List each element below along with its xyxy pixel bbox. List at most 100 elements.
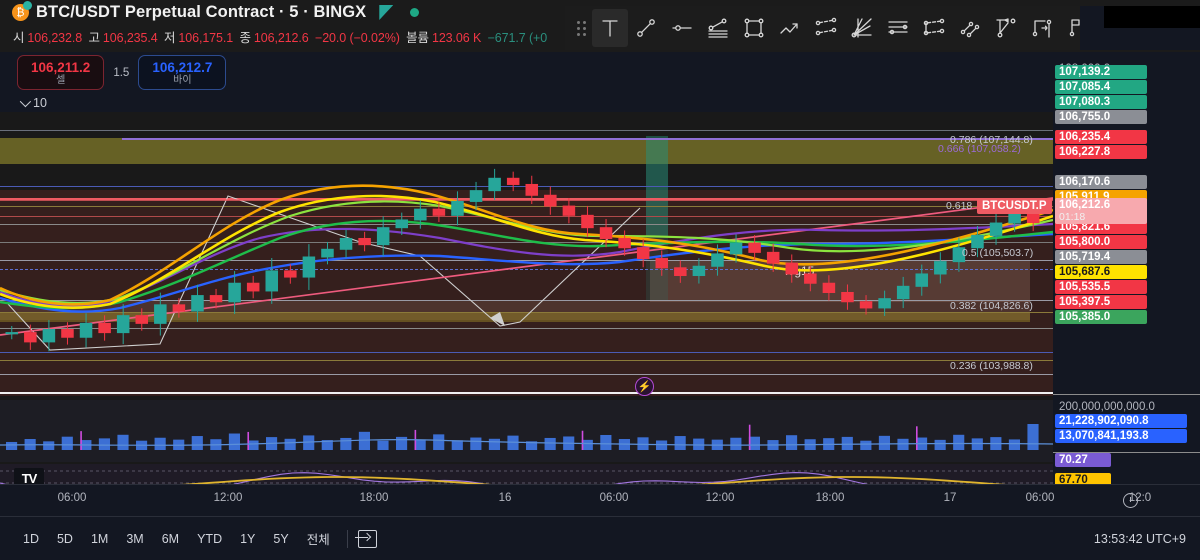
pane-separator [0, 392, 1053, 394]
fib-label-05: 0.5 (105,503.7) [962, 247, 1034, 259]
chevron-down-icon[interactable] [19, 95, 32, 108]
rectangle-tool-icon[interactable] [736, 9, 772, 47]
fib-fan-tool-icon[interactable] [844, 9, 880, 47]
fvg-zone [650, 260, 1030, 302]
price-tag: 107,085.4 [1055, 80, 1147, 94]
date-range-icon[interactable] [354, 529, 377, 548]
range-button-5d[interactable]: 5D [56, 531, 73, 546]
drag-grip-icon[interactable] [570, 15, 592, 41]
horizontal-lines-tool-icon[interactable] [880, 9, 916, 47]
range-button-5y[interactable]: 5Y [273, 531, 289, 546]
price-tag: 107,080.3 [1055, 95, 1147, 109]
symbol-badge[interactable]: BTCUSDT.P [977, 198, 1052, 214]
ohlc-open-label: 시 [13, 31, 25, 45]
ohlc-open-value: 106,232.8 [27, 31, 83, 45]
level-line [0, 300, 1053, 301]
trend-line-tool-icon[interactable] [628, 9, 664, 47]
zigzag-tool-icon[interactable] [772, 9, 808, 47]
chart-canvas[interactable]: fvg15 [0, 112, 1053, 484]
price-tag: 107,139.2 [1055, 65, 1147, 79]
bottom-toolbar: 1D 5D 1M 3M 6M YTD 1Y 5Y 전체 13:53:42 UTC+9 [0, 516, 1200, 560]
price-tag: 105,800.0 [1055, 235, 1147, 249]
volume-pane[interactable] [0, 400, 1053, 462]
sell-price: 106,211.2 [31, 60, 91, 75]
ray-tool-icon[interactable] [664, 9, 700, 47]
volume-label: 볼륨 [406, 31, 429, 45]
oscillator-tag: 67.70 [1055, 473, 1111, 487]
fib-zone-lower [0, 312, 1030, 322]
parallel-channel-tool-icon[interactable] [808, 9, 844, 47]
ohlc-high-value: 106,235.4 [102, 31, 158, 45]
volume-tag: 13,070,841,193.8 [1055, 429, 1187, 443]
buy-label: 바이 [173, 75, 192, 87]
level-line [0, 312, 1053, 313]
price-tag: 105,687.6 [1055, 265, 1147, 279]
axis-separator [1053, 452, 1200, 453]
range-button-1y[interactable]: 1Y [240, 531, 256, 546]
range-button-1m[interactable]: 1M [90, 531, 109, 546]
fvg-zone-secondary [0, 300, 1030, 320]
time-label: 16 [498, 492, 512, 504]
range-button-3m[interactable]: 3M [126, 531, 144, 546]
level-line [0, 360, 1053, 361]
level-line-dashed [0, 269, 1053, 270]
drawing-toolbar [565, 6, 1200, 50]
fib-label-0236: 0.236 (103,988.8) [950, 360, 1033, 372]
current-price-tag[interactable]: 106,212.6 01:18 [1055, 198, 1147, 224]
fib-label-0666: 0.666 (107,058.2) [938, 143, 1021, 155]
ohlc-close-label: 종 [239, 31, 252, 45]
bar-countdown: 01:18 [1059, 211, 1086, 223]
time-label: 06:00 [57, 492, 87, 504]
fib-retracement-tool-icon[interactable] [700, 9, 736, 47]
ohlc-close-value: 106,212.6 [253, 31, 309, 45]
clock-icon[interactable] [1123, 493, 1138, 508]
range-button-전체[interactable]: 전체 [306, 533, 330, 547]
sell-button[interactable]: 106,211.2 셀 [17, 55, 105, 91]
level-line [0, 374, 1053, 375]
time-label: 12:00 [705, 492, 735, 504]
oscillator-pane[interactable] [0, 464, 1053, 484]
status-clock: 13:53:42 UTC+9 [1093, 531, 1186, 546]
lightning-bolt-icon[interactable]: ⚡ [635, 377, 654, 396]
page-title[interactable]: BTC/USDT Perpetual Contract · 5 · BINGX [36, 3, 367, 21]
time-label: 06:00 [1025, 492, 1055, 504]
price-tag: 106,170.6 [1055, 175, 1147, 189]
time-label: 18:00 [359, 492, 389, 504]
time-label: 12:00 [213, 492, 243, 504]
level-line [0, 260, 1053, 261]
price-tag: 106,755.0 [1055, 110, 1147, 124]
ohlc-low-label: 저 [164, 31, 176, 45]
text-tool-icon[interactable] [592, 9, 628, 47]
price-pane[interactable]: fvg15 [0, 112, 1053, 396]
volume-axis-top-label: 200,000,000,000.0 [1059, 401, 1155, 413]
bid-ask-panel: 106,211.2 셀 1.5 106,212.7 바이 [17, 55, 227, 91]
level-line [0, 328, 1053, 329]
range-button-6m[interactable]: 6M [161, 531, 180, 546]
live-dot-icon [410, 8, 420, 17]
arrow-marker-tool-icon[interactable] [1024, 9, 1060, 47]
fib-label-0786: 0.786 (107,144.8) [950, 134, 1033, 146]
double-line-tool-icon[interactable] [952, 9, 988, 47]
quantity-stepper[interactable]: 10 [19, 95, 47, 110]
price-tag: 106,235.4 [1055, 130, 1147, 144]
time-label: 18:00 [815, 492, 845, 504]
price-axis[interactable]: 108,000.0 107,139.2107,085.4107,080.3106… [1053, 52, 1200, 487]
ohlc-change: −20.0 (−0.02%) [315, 31, 400, 45]
symbol-row[interactable]: BTC/USDT Perpetual Contract · 5 · BINGX [12, 1, 420, 22]
tradingview-logo-icon[interactable]: TV [14, 468, 44, 484]
volume-tag: 21,228,902,090.8 [1055, 414, 1187, 428]
fib-zone-band [0, 138, 1053, 164]
buy-button[interactable]: 106,212.7 바이 [138, 55, 227, 91]
divider [346, 529, 348, 548]
range-button-1d[interactable]: 1D [23, 531, 39, 546]
volume-change: −671.7 (+0 [487, 31, 548, 45]
buy-price: 106,212.7 [152, 60, 213, 75]
pitchfork-tool-icon[interactable] [916, 9, 952, 47]
level-line [122, 138, 1053, 140]
measure-tool-icon[interactable] [988, 9, 1024, 47]
level-line [0, 130, 1053, 131]
range-button-ytd[interactable]: YTD [197, 531, 223, 546]
time-axis[interactable]: 06:00 12:00 18:00 16 06:00 12:00 18:00 17 06:00 1… [0, 484, 1200, 516]
ohlc-high-label: 고 [88, 31, 101, 45]
